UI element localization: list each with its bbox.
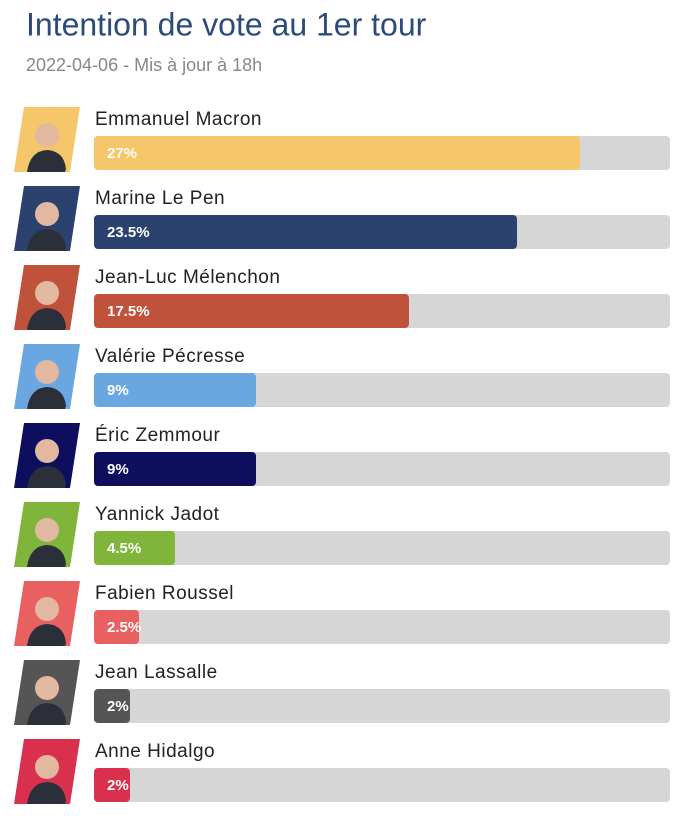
bar: [94, 452, 256, 486]
candidate-name: Valérie Pécresse: [95, 346, 245, 367]
candidate-name: Éric Zemmour: [95, 425, 220, 446]
bar-value-label: 9%: [107, 382, 129, 399]
bar-value-label: 2%: [107, 698, 129, 715]
bar: [94, 610, 139, 644]
bar-value-label: 17.5%: [107, 303, 150, 320]
candidate-photo-body: [27, 624, 66, 646]
bar-value-label: 23.5%: [107, 224, 150, 241]
candidate-photo-body: [27, 703, 66, 725]
bar-value-label: 9%: [107, 461, 129, 478]
candidate-name: Anne Hidalgo: [95, 741, 215, 762]
candidate-photo-body: [27, 466, 66, 488]
bar-value-label: 27%: [107, 145, 137, 162]
candidate-photo-head: [35, 281, 59, 305]
candidate-name: Yannick Jadot: [95, 504, 220, 525]
candidate-photo-head: [35, 123, 59, 147]
candidate-photo-head: [35, 360, 59, 384]
bar: [94, 531, 175, 565]
bar: [94, 373, 256, 407]
candidate-photo-head: [35, 676, 59, 700]
chart-title: Intention de vote au 1er tour: [26, 6, 427, 42]
candidate-photo-head: [35, 755, 59, 779]
candidate-photo-head: [35, 439, 59, 463]
bar-track: [94, 768, 670, 802]
candidate-name: Marine Le Pen: [95, 188, 225, 209]
candidate-photo-head: [35, 202, 59, 226]
bar: [94, 215, 517, 249]
bar-value-label: 2%: [107, 777, 129, 794]
candidate-photo-head: [35, 597, 59, 621]
candidate-photo-body: [27, 782, 66, 804]
bar-track: [94, 689, 670, 723]
bar: [94, 689, 130, 723]
bar-value-label: 4.5%: [107, 540, 141, 557]
candidate-photo-body: [27, 387, 66, 409]
bar: [94, 294, 409, 328]
candidate-photo-body: [27, 150, 66, 172]
chart-subtitle: 2022-04-06 - Mis à jour à 18h: [26, 55, 262, 75]
candidate-photo-body: [27, 308, 66, 330]
bar: [94, 768, 130, 802]
bar: [94, 136, 580, 170]
candidate-photo-head: [35, 518, 59, 542]
candidate-photo-body: [27, 229, 66, 251]
candidate-name: Fabien Roussel: [95, 583, 234, 604]
candidate-name: Emmanuel Macron: [95, 109, 262, 130]
candidate-name: Jean Lassalle: [95, 662, 218, 683]
candidate-name: Jean-Luc Mélenchon: [95, 267, 280, 288]
bar-value-label: 2.5%: [107, 619, 141, 636]
bar-track: [94, 610, 670, 644]
candidate-photo-body: [27, 545, 66, 567]
bar-track: [94, 531, 670, 565]
